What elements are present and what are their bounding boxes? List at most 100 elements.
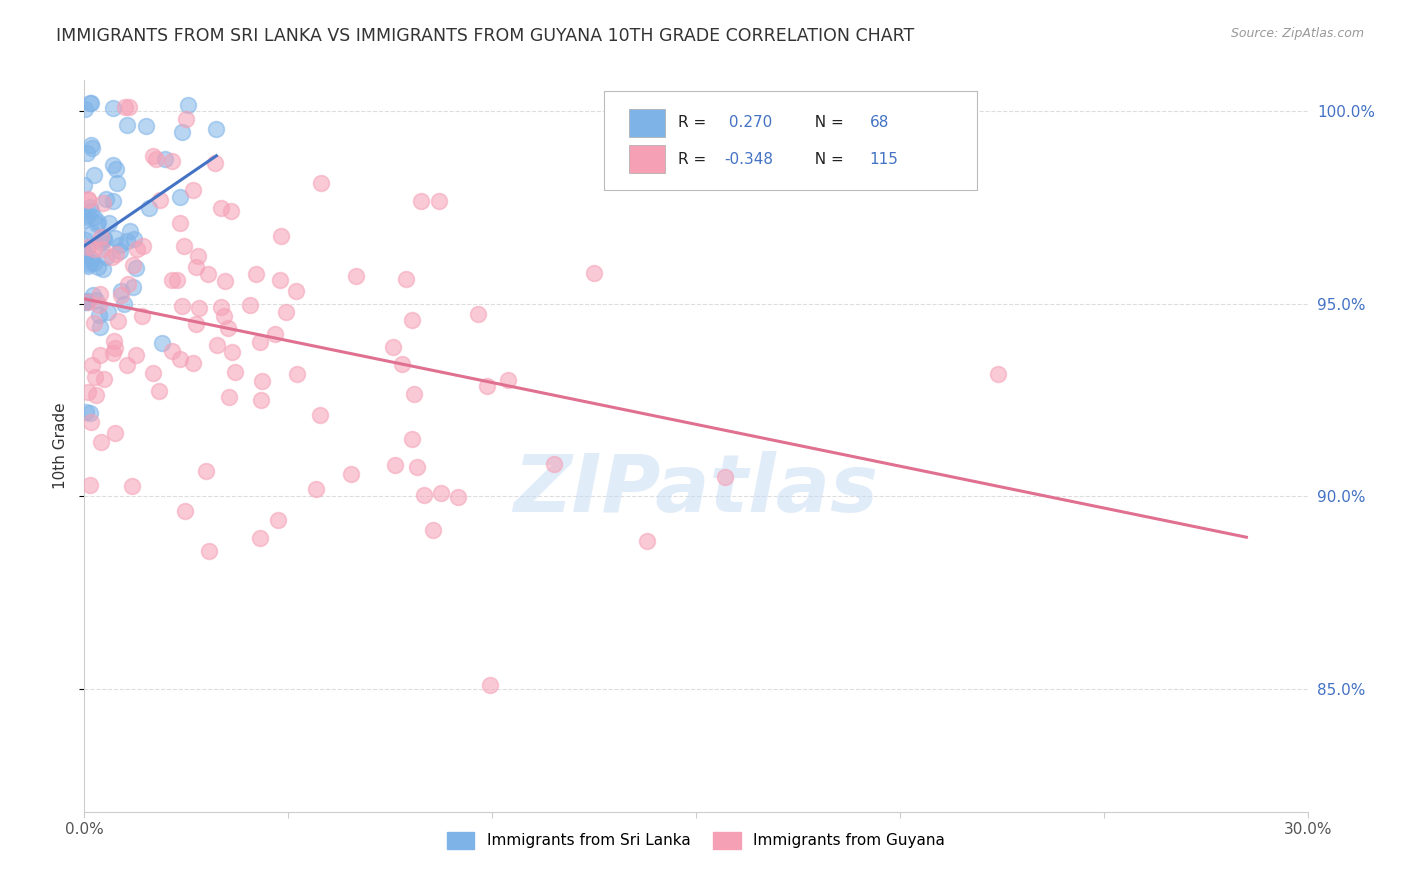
Point — [83, 242, 105, 256]
Point — [406, 460, 429, 475]
Point — [127, 242, 149, 256]
Point — [174, 112, 197, 126]
Point — [84, 370, 107, 384]
Point — [217, 321, 239, 335]
Point — [76, 295, 98, 310]
Point — [659, 153, 682, 168]
Text: 0.270: 0.270 — [724, 115, 772, 130]
Point — [115, 118, 138, 132]
Point — [197, 544, 219, 558]
Point — [122, 232, 145, 246]
Point — [80, 137, 103, 152]
Point — [90, 435, 112, 450]
Point — [204, 156, 226, 170]
Point — [73, 102, 96, 116]
Point — [110, 284, 132, 298]
Point — [93, 231, 115, 245]
Point — [149, 193, 172, 207]
Point — [105, 177, 128, 191]
Point — [80, 358, 103, 372]
Point — [104, 426, 127, 441]
Point — [91, 195, 114, 210]
FancyBboxPatch shape — [628, 145, 665, 173]
Y-axis label: 10th Grade: 10th Grade — [52, 402, 67, 490]
Point — [402, 386, 425, 401]
Point — [267, 513, 290, 527]
Point — [101, 194, 124, 208]
Point — [543, 457, 565, 471]
Point — [98, 216, 121, 230]
Point — [75, 248, 97, 262]
Point — [309, 177, 332, 191]
Point — [274, 304, 297, 318]
Point — [181, 356, 204, 370]
Text: 68: 68 — [870, 115, 889, 130]
Point — [125, 261, 148, 276]
Point — [184, 317, 207, 331]
Point — [101, 101, 124, 115]
Point — [401, 313, 423, 327]
Point — [121, 479, 143, 493]
Point — [87, 298, 110, 312]
Point — [197, 267, 219, 281]
Point — [176, 98, 198, 112]
Point — [76, 405, 98, 419]
Point — [77, 240, 100, 254]
Legend: Immigrants from Sri Lanka, Immigrants from Guyana: Immigrants from Sri Lanka, Immigrants fr… — [441, 825, 950, 855]
Point — [250, 374, 273, 388]
Point — [270, 229, 292, 244]
Text: 115: 115 — [870, 152, 898, 167]
Point — [131, 309, 153, 323]
Point — [285, 284, 308, 298]
Point — [308, 409, 330, 423]
Point — [87, 260, 110, 274]
Text: R =: R = — [678, 152, 711, 167]
Point — [118, 224, 141, 238]
Point — [285, 367, 308, 381]
Point — [148, 384, 170, 398]
Point — [132, 238, 155, 252]
Point — [305, 482, 328, 496]
Point — [636, 534, 658, 549]
Point — [110, 287, 132, 301]
Point — [224, 365, 246, 379]
Point — [100, 250, 122, 264]
Point — [104, 231, 127, 245]
Point — [169, 352, 191, 367]
Point — [212, 309, 235, 323]
Point — [115, 358, 138, 372]
Point — [447, 490, 470, 504]
Point — [90, 235, 112, 250]
Point — [77, 192, 100, 206]
Text: N =: N = — [804, 115, 848, 130]
Point — [162, 273, 184, 287]
Text: ZIPatlas: ZIPatlas — [513, 450, 879, 529]
Point — [86, 293, 108, 308]
Point — [214, 274, 236, 288]
Point — [105, 246, 128, 260]
Point — [221, 345, 243, 359]
Point — [187, 249, 209, 263]
Point — [110, 238, 132, 252]
Point — [142, 366, 165, 380]
Point — [80, 415, 103, 429]
Point — [209, 300, 232, 314]
Point — [135, 120, 157, 134]
Point — [77, 208, 100, 222]
Point — [250, 393, 273, 408]
Point — [207, 338, 229, 352]
Point — [103, 334, 125, 348]
Point — [340, 467, 363, 482]
Point — [142, 149, 165, 163]
Point — [83, 316, 105, 330]
Point — [89, 348, 111, 362]
Point — [97, 304, 120, 318]
Point — [83, 211, 105, 225]
Point — [582, 266, 605, 280]
Point — [93, 372, 115, 386]
Point — [77, 384, 100, 399]
Point — [263, 327, 285, 342]
Point — [73, 178, 96, 193]
Point — [170, 125, 193, 139]
Point — [181, 182, 204, 196]
